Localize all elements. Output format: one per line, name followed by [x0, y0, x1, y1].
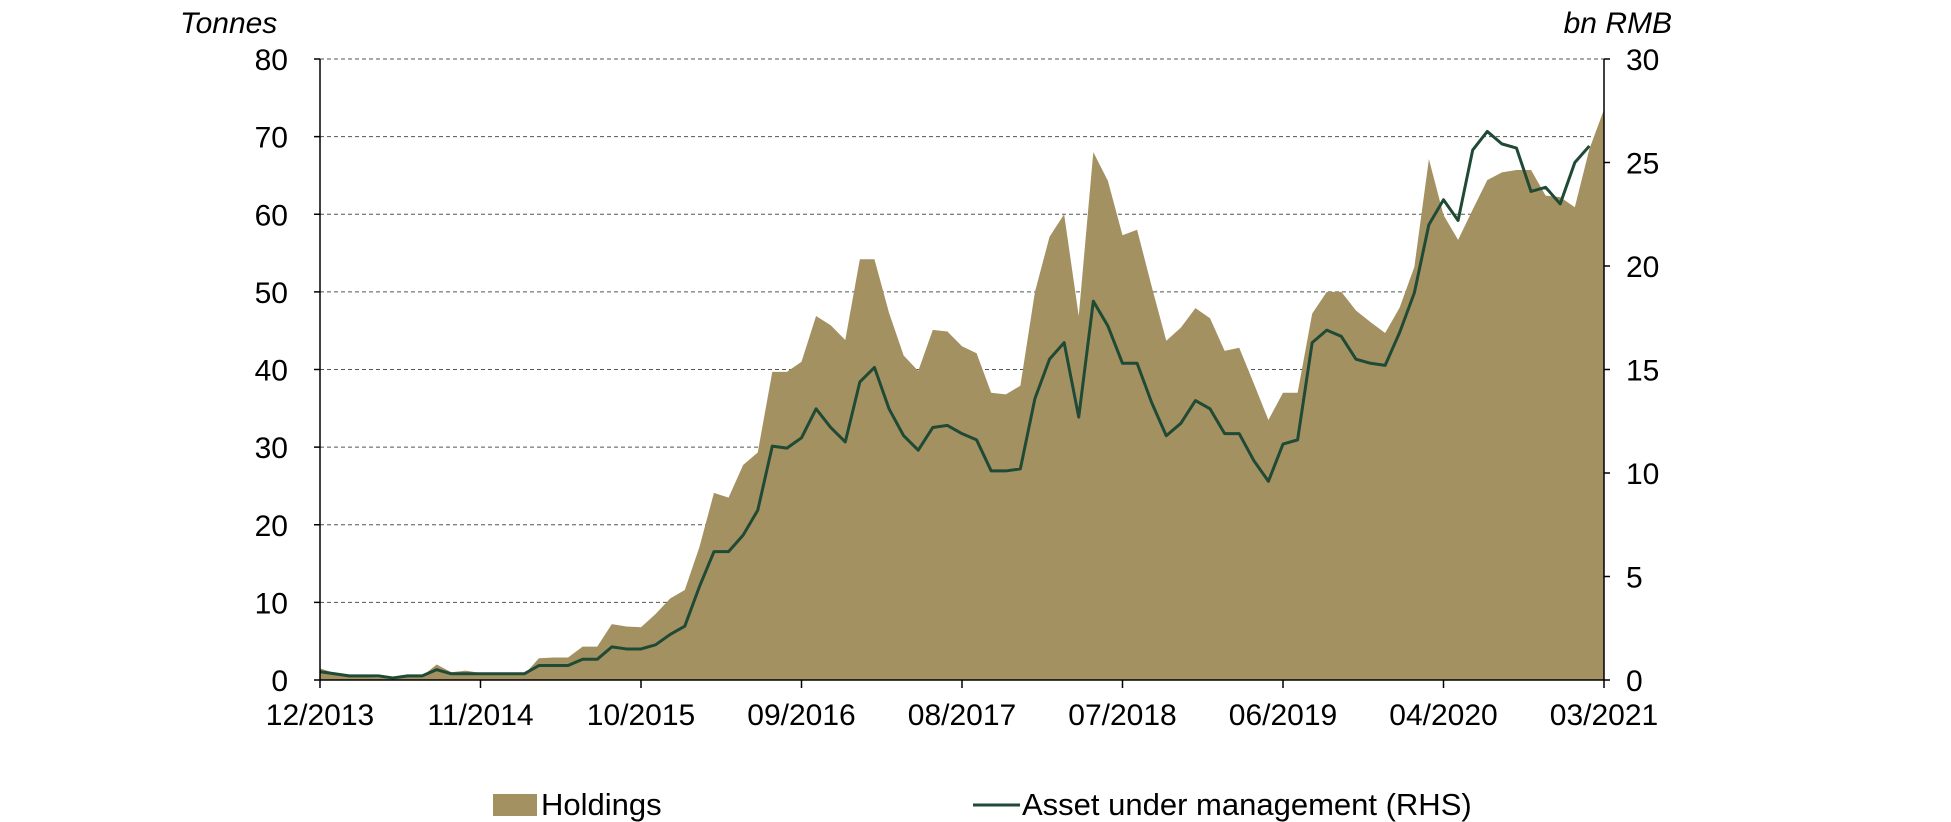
- left-axis-tick-labels: 0 10 20 30 40 50 60 70 80: [255, 44, 288, 698]
- holdings-area-layer: [320, 109, 1604, 680]
- legend-label-holdings: Holdings: [541, 787, 662, 822]
- left-axis-tick-label: 50: [255, 277, 288, 310]
- left-axis-tick-label: 60: [255, 199, 288, 232]
- grid-lines: [320, 58, 1604, 603]
- x-axis-tick-label: 12/2013: [266, 699, 374, 732]
- right-axis-tick-labels: 0 5 10 15 20 25 30: [1626, 44, 1659, 698]
- left-axis-tick-label: 80: [255, 44, 288, 77]
- holdings-area: [320, 109, 1604, 680]
- x-axis-tick-label: 11/2014: [427, 699, 533, 732]
- left-axis-tick-label: 30: [255, 432, 288, 465]
- left-axis-tick-label: 70: [255, 122, 288, 155]
- x-axis-tick-label: 09/2016: [747, 699, 855, 732]
- right-axis-unit-label: bn RMB: [1564, 7, 1672, 40]
- x-axis-tick-label: 07/2018: [1068, 699, 1176, 732]
- right-axis-tick-label: 15: [1626, 355, 1659, 388]
- left-axis-tick-label: 40: [255, 355, 288, 388]
- legend-label-aum: Asset under management (RHS): [1022, 787, 1472, 822]
- aum-line: [319, 129, 1591, 680]
- legend: Holdings Asset under management (RHS): [493, 787, 1472, 822]
- legend-swatch-holdings: [493, 794, 537, 816]
- left-axis-tick-label: 10: [255, 587, 288, 620]
- legend-item-aum: Asset under management (RHS): [973, 787, 1472, 822]
- axes: [314, 58, 1610, 688]
- right-axis-tick-label: 0: [1626, 665, 1643, 698]
- right-axis-tick-label: 5: [1626, 562, 1643, 595]
- aum-line-layer: [319, 129, 1591, 680]
- right-axis-tick-label: 30: [1626, 44, 1659, 77]
- x-axis-tick-label: 06/2019: [1229, 699, 1337, 732]
- x-axis-tick-label: 10/2015: [587, 699, 695, 732]
- x-axis-tick-labels: 12/2013 11/2014 10/2015 09/2016 08/2017 07/20…: [266, 699, 1658, 732]
- right-axis-tick-label: 25: [1626, 148, 1659, 181]
- left-axis-tick-label: 20: [255, 510, 288, 543]
- legend-item-holdings: Holdings: [493, 787, 662, 822]
- right-axis-tick-label: 10: [1626, 458, 1659, 491]
- left-axis-tick-label: 0: [271, 665, 288, 698]
- right-axis-tick-label: 20: [1626, 251, 1659, 284]
- x-axis-tick-label: 08/2017: [908, 699, 1016, 732]
- left-axis-unit-label: Tonnes: [180, 7, 277, 40]
- x-axis-tick-label: 03/2021: [1550, 699, 1658, 732]
- x-axis-tick-label: 04/2020: [1389, 699, 1497, 732]
